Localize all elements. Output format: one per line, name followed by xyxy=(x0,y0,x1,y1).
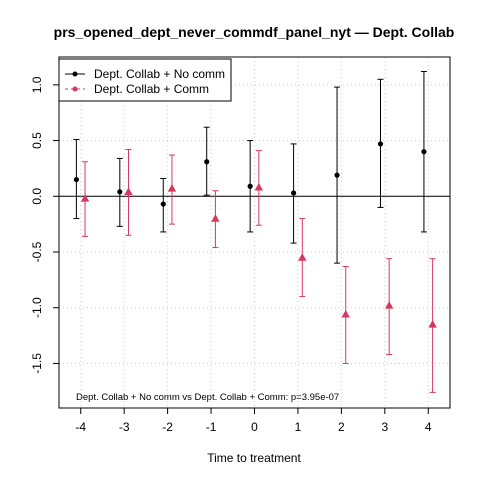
legend-label-no-comm: Dept. Collab + No comm xyxy=(94,67,225,81)
x-tick-label: 0 xyxy=(251,420,258,434)
data-point-triangle xyxy=(124,187,133,195)
y-tick-label: -1.5 xyxy=(30,353,44,374)
data-point-triangle xyxy=(167,183,177,192)
data-point-circle xyxy=(291,190,297,196)
legend: Dept. Collab + No comm Dept. Collab + Co… xyxy=(58,58,232,102)
axes: -4 -3 -2 -1 0 1 2 3 4 -1.5 -1.0 -0.5 0.0 0.5 1.0 xyxy=(30,76,432,434)
data-point-triangle xyxy=(211,214,220,222)
data-point-triangle xyxy=(384,300,394,309)
data-point-triangle xyxy=(341,309,350,318)
legend-marker-no-comm xyxy=(72,71,78,77)
y-tick-label: -0.5 xyxy=(30,241,44,262)
y-tick-label: 0.0 xyxy=(30,188,44,205)
data-point-triangle xyxy=(428,319,437,328)
data-point-circle xyxy=(160,201,166,207)
grid-lines xyxy=(59,57,450,408)
data-point-circle xyxy=(334,172,340,178)
data-point-triangle xyxy=(298,253,307,261)
y-tick-label: -1.0 xyxy=(30,297,44,318)
plot-data xyxy=(73,70,437,393)
x-tick-label: 4 xyxy=(425,420,432,434)
series-no-comm xyxy=(73,70,427,264)
x-tick-label: 1 xyxy=(295,420,302,434)
series-comm xyxy=(80,148,437,393)
data-point-circle xyxy=(117,189,123,195)
x-axis-label: Time to treatment xyxy=(207,451,301,465)
y-tick-label: 0.5 xyxy=(30,132,44,149)
data-point-circle xyxy=(73,176,79,183)
x-tick-label: 3 xyxy=(381,420,388,434)
legend-marker-comm xyxy=(72,86,78,92)
legend-box xyxy=(58,58,232,102)
data-point-triangle xyxy=(254,182,264,191)
legend-label-comm: Dept. Collab + Comm xyxy=(94,82,209,96)
chart-title: prs_opened_dept_never_commdf_panel_nyt —… xyxy=(54,24,455,40)
data-point-circle xyxy=(247,183,253,189)
p-value-annotation: Dept. Collab + No comm vs Dept. Collab +… xyxy=(76,392,339,403)
data-point-circle xyxy=(421,149,427,155)
x-tick-label: -1 xyxy=(206,420,217,434)
y-tick-label: 1.0 xyxy=(30,76,44,93)
x-tick-label: -4 xyxy=(75,420,86,434)
data-point-triangle xyxy=(80,194,90,202)
x-tick-label: -2 xyxy=(162,420,173,434)
data-point-circle xyxy=(204,159,210,165)
data-point-circle xyxy=(377,141,384,147)
x-tick-label: -3 xyxy=(119,420,130,434)
x-tick-label: 2 xyxy=(338,420,345,434)
